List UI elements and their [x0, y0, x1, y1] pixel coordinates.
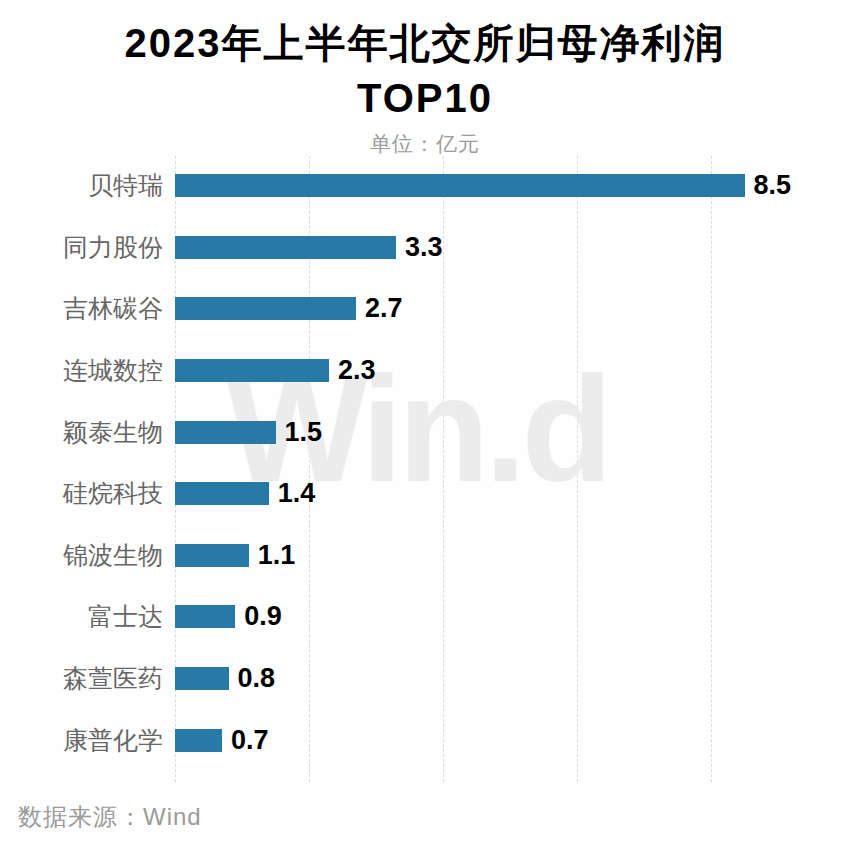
- value-label: 8.5: [754, 170, 792, 201]
- bar-chart-rows: 贝特瑞 8.5 同力股份 3.3 吉林碳谷 2.7 连城数控 2.3 颖泰生物 …: [0, 155, 850, 771]
- value-label: 1.1: [258, 540, 296, 571]
- bar-track: 0.7: [175, 709, 850, 771]
- value-label: 2.3: [338, 355, 376, 386]
- bar: [175, 359, 329, 382]
- chart-row: 贝特瑞 8.5: [0, 155, 850, 217]
- bar: [175, 482, 269, 505]
- bar-track: 8.5: [175, 155, 850, 217]
- bar: [175, 605, 235, 628]
- bar: [175, 544, 249, 567]
- category-label: 森萱医药: [0, 662, 175, 695]
- chart-row: 同力股份 3.3: [0, 217, 850, 279]
- bar-track: 1.4: [175, 463, 850, 525]
- bar: [175, 667, 229, 690]
- bar-track: 0.9: [175, 586, 850, 648]
- bar-track: 0.8: [175, 648, 850, 710]
- chart-row: 吉林碳谷 2.7: [0, 278, 850, 340]
- chart-row: 森萱医药 0.8: [0, 648, 850, 710]
- bar: [175, 174, 745, 197]
- bar: [175, 297, 356, 320]
- data-source-label: 数据来源：Wind: [18, 801, 202, 833]
- bar-track: 1.5: [175, 401, 850, 463]
- category-label: 康普化学: [0, 724, 175, 757]
- value-label: 0.7: [231, 725, 269, 756]
- category-label: 锦波生物: [0, 539, 175, 572]
- category-label: 贝特瑞: [0, 169, 175, 202]
- category-label: 吉林碳谷: [0, 292, 175, 325]
- category-label: 连城数控: [0, 354, 175, 387]
- bar-track: 2.7: [175, 278, 850, 340]
- value-label: 1.5: [285, 417, 323, 448]
- bar: [175, 236, 396, 259]
- category-label: 硅烷科技: [0, 477, 175, 510]
- chart-row: 颖泰生物 1.5: [0, 401, 850, 463]
- chart-row: 锦波生物 1.1: [0, 525, 850, 587]
- value-label: 3.3: [405, 232, 443, 263]
- chart-row: 富士达 0.9: [0, 586, 850, 648]
- category-label: 富士达: [0, 600, 175, 633]
- bar: [175, 729, 222, 752]
- chart-row: 康普化学 0.7: [0, 709, 850, 771]
- bar: [175, 421, 276, 444]
- value-label: 2.7: [365, 293, 403, 324]
- chart-canvas: 2023年上半年北交所归母净利润 TOP10 单位：亿元 Win.d 贝特瑞 8…: [0, 0, 850, 861]
- category-label: 颖泰生物: [0, 416, 175, 449]
- chart-row: 连城数控 2.3: [0, 340, 850, 402]
- bar-track: 2.3: [175, 340, 850, 402]
- value-label: 0.9: [244, 601, 282, 632]
- bar-track: 3.3: [175, 217, 850, 279]
- chart-row: 硅烷科技 1.4: [0, 463, 850, 525]
- value-label: 1.4: [278, 478, 316, 509]
- value-label: 0.8: [238, 663, 276, 694]
- category-label: 同力股份: [0, 231, 175, 264]
- bar-track: 1.1: [175, 525, 850, 587]
